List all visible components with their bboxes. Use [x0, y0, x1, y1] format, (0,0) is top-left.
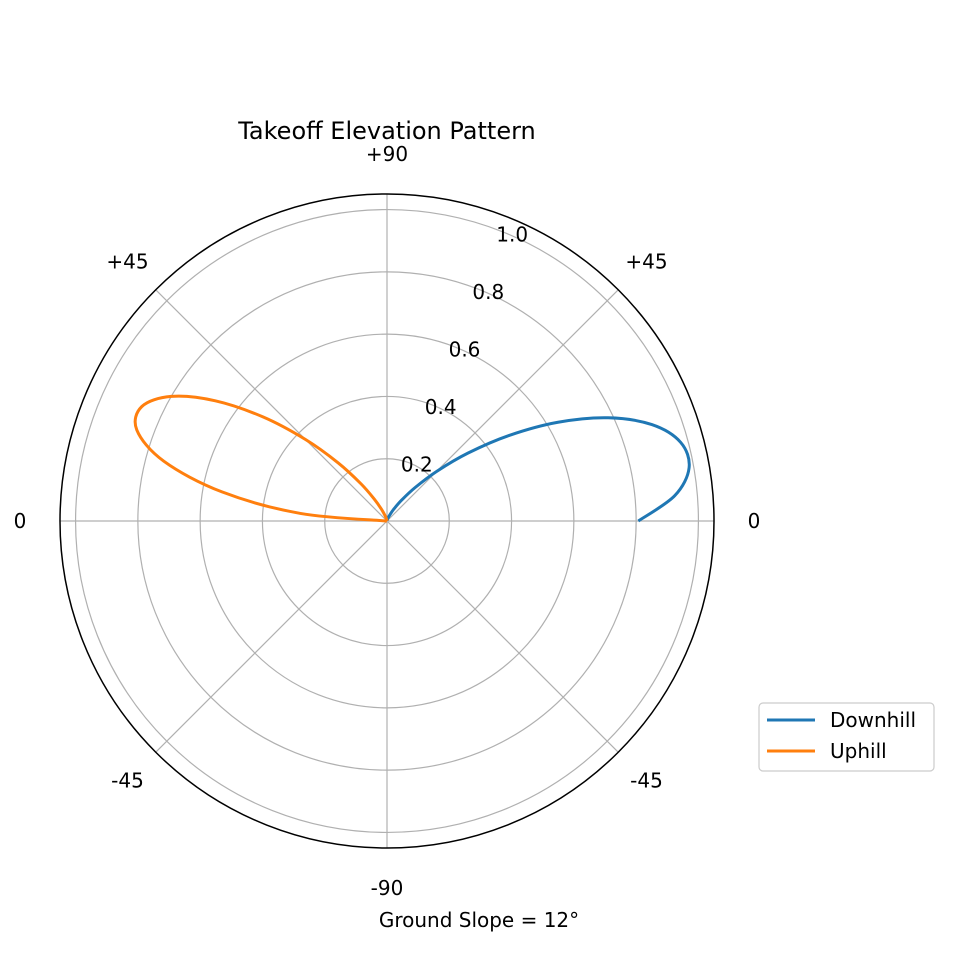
radial-tick-label-3: 0.8 [472, 280, 504, 304]
radial-tick-label-4: 1.0 [496, 222, 528, 246]
chart-title: Takeoff Elevation Pattern [237, 117, 536, 145]
polar-grid [60, 194, 714, 848]
angular-gridline-3 [155, 289, 388, 522]
radial-tick-label-2: 0.6 [449, 337, 481, 361]
angle-tick-label-3: +45 [106, 249, 148, 273]
angle-tick-label-2: +90 [366, 142, 408, 166]
legend: Downhill Uphill [758, 702, 935, 772]
angular-gridline-5 [155, 520, 388, 753]
angular-gridline-1 [386, 289, 619, 522]
angle-tick-label-6: -90 [371, 876, 404, 900]
angle-tick-labels: 0 +45 +90 +45 0 -45 -90 -45 [14, 142, 761, 900]
angle-tick-label-0: 0 [748, 509, 761, 533]
angle-tick-label-5: -45 [111, 769, 144, 793]
legend-label-uphill: Uphill [830, 739, 887, 763]
x-axis-label: Ground Slope = 12° [379, 908, 579, 932]
radial-tick-label-0: 0.2 [401, 452, 433, 476]
radial-tick-labels: 0.2 0.4 0.6 0.8 1.0 [401, 222, 528, 476]
series-layer [133, 394, 691, 523]
polar-frame [59, 193, 715, 849]
angular-gridline-7 [386, 520, 619, 753]
radial-tick-label-1: 0.4 [425, 395, 457, 419]
angle-tick-label-7: -45 [630, 769, 663, 793]
series-line-uphill [133, 394, 389, 523]
angle-tick-label-4: 0 [14, 509, 27, 533]
legend-label-downhill: Downhill [830, 708, 916, 732]
angle-tick-label-1: +45 [625, 249, 667, 273]
